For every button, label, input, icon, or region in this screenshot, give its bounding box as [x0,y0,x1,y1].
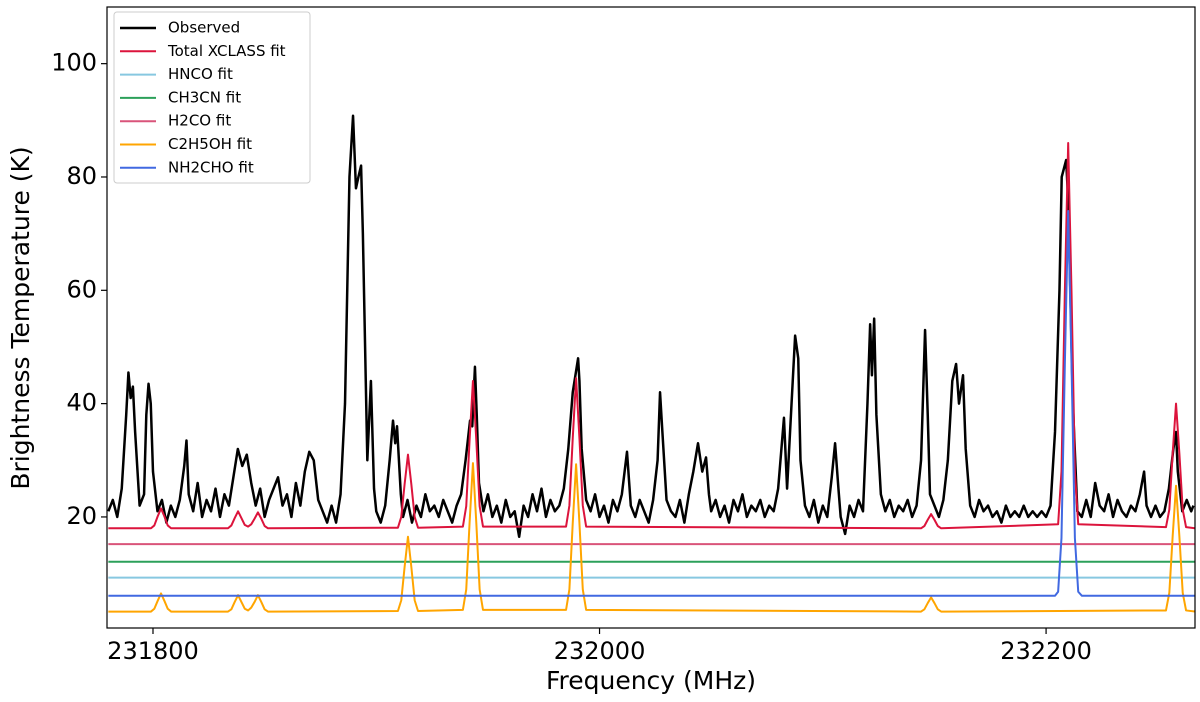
x-axis-title: Frequency (MHz) [546,666,756,695]
x-tick-label: 232000 [554,637,646,665]
legend-label: Total XCLASS fit [167,42,286,60]
plot-lines [107,114,1195,613]
legend-label: CH3CN fit [168,88,241,106]
series-line [107,114,1195,539]
legend-box [113,11,311,184]
y-tick-label: 20 [66,502,97,530]
legend-label: HNCO fit [168,65,233,83]
y-tick-label: 80 [66,162,97,190]
legend-label: NH2CHO fit [168,158,254,176]
legend-label: C2H5OH fit [168,135,252,153]
x-tick-label: 231800 [107,637,199,665]
y-axis-title: Brightness Temperature (K) [6,146,35,489]
y-tick-label: 60 [66,275,97,303]
plot-frame [106,6,1196,629]
legend-label: Observed [168,19,240,37]
series-line [108,141,1195,530]
legend-label: H2CO fit [168,112,231,130]
y-tick-label: 100 [51,49,97,77]
series-line [108,209,1195,597]
x-tick-label: 232200 [1000,637,1092,665]
y-tick-label: 40 [66,389,97,417]
series-line [108,462,1195,613]
